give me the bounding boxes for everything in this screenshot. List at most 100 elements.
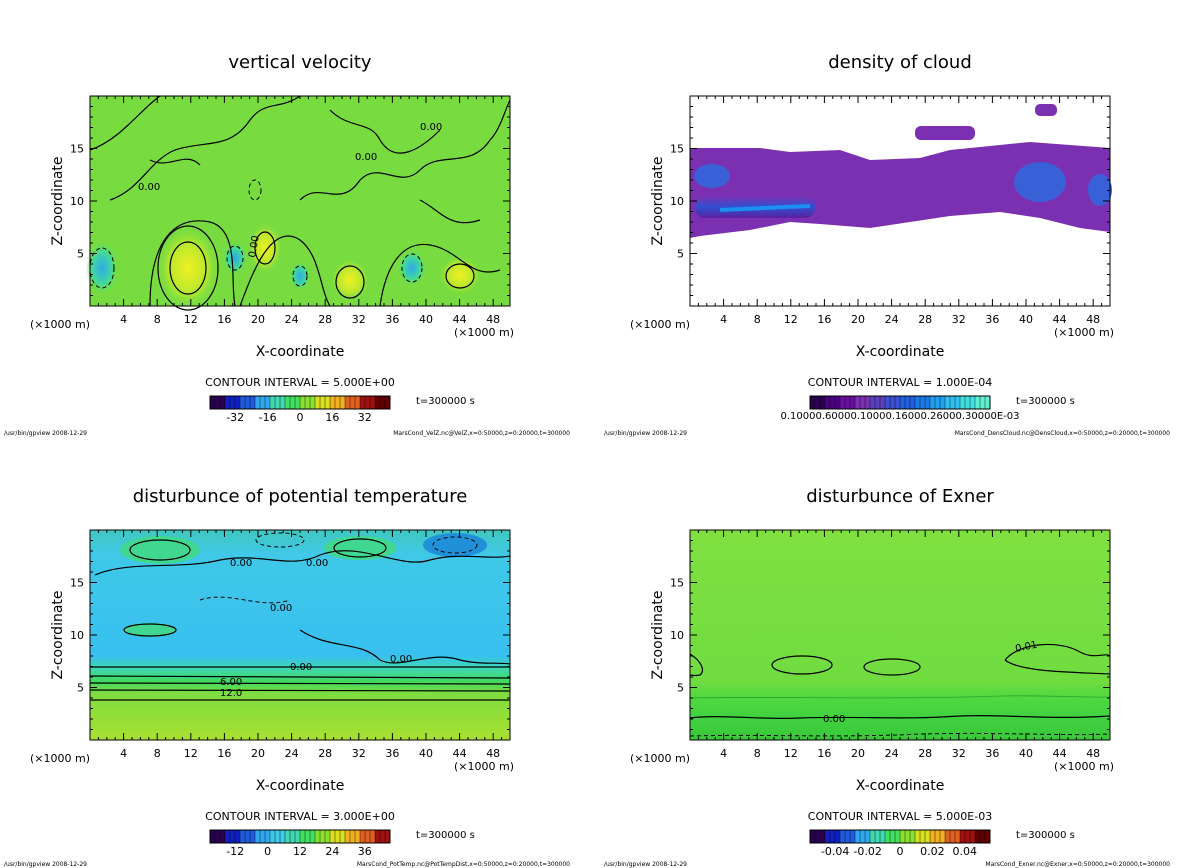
colorbar-swatch xyxy=(885,830,901,843)
colorbar-swatch xyxy=(810,396,826,409)
x-tick-label: 16 xyxy=(817,313,831,326)
colorbar-frame xyxy=(809,829,991,844)
time-label: t=300000 s xyxy=(1016,396,1075,407)
contour-label: 0.01 xyxy=(1014,640,1038,655)
x-axis-label: X-coordinate xyxy=(856,778,945,794)
panel-vertical-velocity: vertical velocity xyxy=(4,52,570,437)
updraft-blob xyxy=(156,226,220,310)
x-unit-left: (×1000 m) xyxy=(30,752,90,765)
colorbar-swatch xyxy=(825,396,841,409)
colorbar-swatch xyxy=(975,396,991,409)
x-tick-label: 36 xyxy=(985,313,999,326)
x-tick-label: 20 xyxy=(251,313,265,326)
colorbar-tick-label: 12 xyxy=(293,845,307,858)
colorbar-swatch xyxy=(360,396,376,409)
x-tick-label: 8 xyxy=(154,313,161,326)
colorbar-swatch xyxy=(315,396,331,409)
x-tick-label: 48 xyxy=(486,313,500,326)
colorbar-swatch xyxy=(255,830,271,843)
x-unit-left: (×1000 m) xyxy=(630,318,690,331)
colorbar-swatch xyxy=(885,396,901,409)
colorbar-swatch xyxy=(345,396,361,409)
contour-label: 0.00 xyxy=(290,662,312,673)
y-tick-label: 15 xyxy=(670,143,684,156)
y-tick-label: 5 xyxy=(77,682,84,695)
colorbar-tick-label: -0.02 xyxy=(853,845,881,858)
colorbar-swatch xyxy=(330,830,346,843)
plot-area: 0.00 0.00 0.00 0.00 xyxy=(86,95,511,311)
contour-lines xyxy=(89,95,511,311)
x-tick-label: 12 xyxy=(184,313,198,326)
colorbar-swatch xyxy=(915,396,931,409)
colorbar-tick-label: -16 xyxy=(259,411,277,424)
footer-right: MarsCond_VelZ.nc@VelZ,x=0:50000,z=0:2000… xyxy=(393,430,570,437)
x-unit-right: (×1000 m) xyxy=(454,326,514,339)
downdraft-blob xyxy=(398,250,426,286)
plot-area xyxy=(689,95,1112,307)
x-tick-label: 32 xyxy=(352,747,366,760)
x-tick-label: 44 xyxy=(453,747,467,760)
colorbar-swatch xyxy=(900,830,916,843)
contour-interval: CONTOUR INTERVAL = 5.000E-03 xyxy=(808,810,992,823)
contour-interval: CONTOUR INTERVAL = 3.000E+00 xyxy=(205,810,395,823)
chart-title: disturbunce of Exner xyxy=(806,486,994,507)
x-tick-label: 28 xyxy=(318,747,332,760)
colorbar-tick-label: 0.04 xyxy=(953,845,978,858)
x-axis-label: X-coordinate xyxy=(856,344,945,360)
footer-left: /usr/bin/gpview 2008-12-29 xyxy=(604,430,687,437)
colorbar-swatch xyxy=(810,830,826,843)
colorbar-tick-label: -32 xyxy=(226,411,244,424)
x-tick-label: 48 xyxy=(486,747,500,760)
x-tick-label: 8 xyxy=(154,747,161,760)
colorbar-tick-label: 0 xyxy=(297,411,304,424)
colorbar-swatch xyxy=(855,830,871,843)
y-axis-label: Z-coordinate xyxy=(50,156,66,245)
colorbar-swatch xyxy=(270,396,286,409)
footer-left: /usr/bin/gpview 2008-12-29 xyxy=(604,861,687,868)
x-tick-label: 12 xyxy=(184,747,198,760)
x-tick-label: 36 xyxy=(385,313,399,326)
x-tick-label: 36 xyxy=(385,747,399,760)
x-tick-label: 28 xyxy=(918,747,932,760)
footer-right: MarsCond_Exner.nc@Exner,x=0:50000,z=0:20… xyxy=(985,861,1170,868)
updraft-blob xyxy=(438,255,482,295)
colorbar-swatch xyxy=(285,396,301,409)
plot-area: 0.00 0.00 0.00 0.00 0.00 6.00 12.0 xyxy=(89,529,511,741)
y-axis-label: Z-coordinate xyxy=(50,590,66,679)
x-tick-label: 40 xyxy=(419,747,433,760)
contour-label: 0.00 xyxy=(270,603,292,614)
contour-label: 0.00 xyxy=(306,558,328,569)
contour-interval: CONTOUR INTERVAL = 1.000E-04 xyxy=(808,376,992,389)
panel-potential-temperature: disturbunce of potential temperature xyxy=(4,486,570,868)
colorbar-tick-labels: 0.10000.60000.10000.16000.26000.30000E-0… xyxy=(781,411,1020,422)
colorbar-tick-label: 24 xyxy=(325,845,339,858)
colorbar-swatch xyxy=(210,830,226,843)
contour-label: 12.0 xyxy=(220,688,242,699)
footer-left: /usr/bin/gpview 2008-12-29 xyxy=(4,861,87,868)
colorbar-swatch xyxy=(960,396,976,409)
colorbar-tick-label: 36 xyxy=(358,845,372,858)
x-unit-right: (×1000 m) xyxy=(1054,326,1114,339)
colorbar: -32 -16 0 16 32 xyxy=(209,395,391,424)
warm-patch xyxy=(124,623,176,637)
contour-label: 0.00 xyxy=(823,714,845,725)
x-tick-label: 48 xyxy=(1086,313,1100,326)
x-tick-label: 16 xyxy=(817,747,831,760)
colorbar-swatch xyxy=(240,396,256,409)
faint-contours xyxy=(689,695,1111,699)
x-unit-left: (×1000 m) xyxy=(630,752,690,765)
y-tick-label: 15 xyxy=(70,577,84,590)
colorbar-swatch xyxy=(870,396,886,409)
colorbar-tick-label: 0 xyxy=(264,845,271,858)
cloud-core xyxy=(719,204,811,212)
colorbar-frame xyxy=(209,829,391,844)
colorbar-tick-label: 16 xyxy=(325,411,339,424)
contour-label: 0.00 xyxy=(230,558,252,569)
colorbar-swatch xyxy=(840,830,856,843)
dashed-contours xyxy=(689,732,1111,737)
colorbar-swatch xyxy=(210,396,226,409)
